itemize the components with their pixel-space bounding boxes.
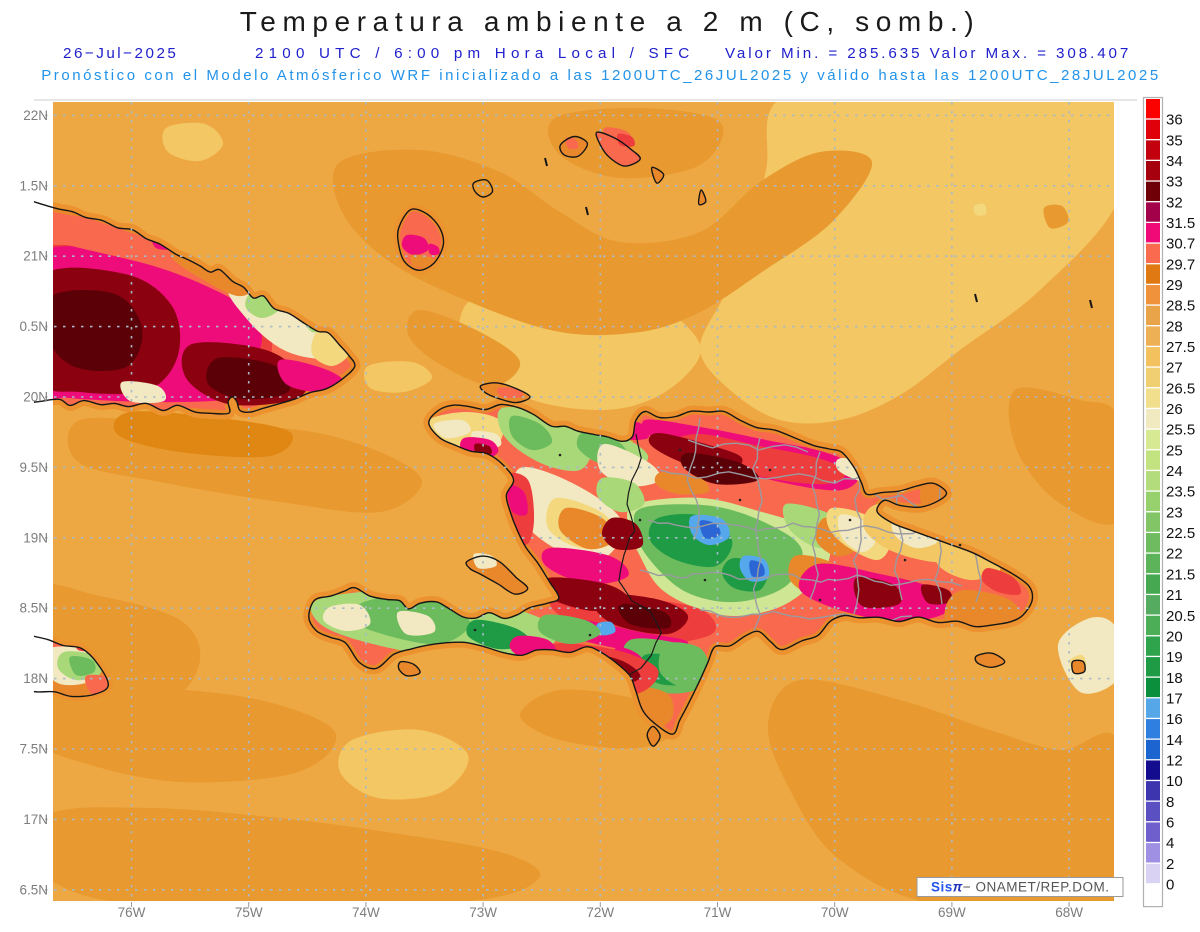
svg-text:20.5: 20.5 — [1166, 608, 1195, 625]
svg-text:2100 UTC / 6:00 pm Hora Local: 2100 UTC / 6:00 pm Hora Local / SFC — [255, 45, 694, 62]
svg-text:69W: 69W — [938, 905, 966, 920]
svg-text:22: 22 — [1166, 546, 1183, 563]
svg-text:19N: 19N — [23, 530, 48, 545]
svg-text:75W: 75W — [235, 905, 263, 920]
svg-text:21N: 21N — [23, 249, 48, 264]
svg-text:68W: 68W — [1055, 905, 1083, 920]
svg-text:23: 23 — [1166, 504, 1183, 521]
svg-text:0: 0 — [1166, 877, 1174, 894]
svg-text:21: 21 — [1166, 587, 1183, 604]
svg-text:8.5N: 8.5N — [19, 601, 48, 616]
svg-text:25: 25 — [1166, 442, 1183, 459]
svg-text:33: 33 — [1166, 174, 1183, 191]
svg-text:32: 32 — [1166, 194, 1183, 211]
svg-text:14: 14 — [1166, 732, 1183, 749]
svg-text:35: 35 — [1166, 132, 1183, 149]
svg-text:23.5: 23.5 — [1166, 484, 1195, 501]
svg-text:74W: 74W — [352, 905, 380, 920]
svg-text:Valor Min. = 285.635 Valor Ma: Valor Min. = 285.635 Valor Max. = 308.40… — [725, 45, 1131, 62]
svg-text:34: 34 — [1166, 153, 1183, 170]
svg-text:6: 6 — [1166, 815, 1174, 832]
svg-text:26−Jul−2025: 26−Jul−2025 — [63, 45, 178, 62]
svg-text:29.7: 29.7 — [1166, 256, 1195, 273]
svg-text:7.5N: 7.5N — [19, 742, 48, 757]
svg-text:17N: 17N — [23, 812, 48, 827]
svg-text:Pronóstico con el Modelo Atmós: Pronóstico con el Modelo Atmósferico WRF… — [41, 67, 1160, 84]
svg-text:20: 20 — [1166, 628, 1183, 645]
svg-text:8: 8 — [1166, 794, 1174, 811]
svg-text:Sisπ− ONAMET/REP.DOM.: Sisπ− ONAMET/REP.DOM. — [931, 880, 1110, 895]
svg-text:70W: 70W — [821, 905, 849, 920]
svg-text:19: 19 — [1166, 649, 1183, 666]
svg-text:1.5N: 1.5N — [19, 178, 48, 193]
svg-text:27.5: 27.5 — [1166, 339, 1195, 356]
svg-text:26.5: 26.5 — [1166, 380, 1195, 397]
svg-text:28.5: 28.5 — [1166, 298, 1195, 315]
svg-text:21.5: 21.5 — [1166, 566, 1195, 583]
svg-text:17: 17 — [1166, 690, 1183, 707]
svg-text:12: 12 — [1166, 752, 1183, 769]
svg-text:28: 28 — [1166, 318, 1183, 335]
svg-text:20N: 20N — [23, 390, 48, 405]
svg-text:27: 27 — [1166, 360, 1183, 377]
svg-text:22N: 22N — [23, 108, 48, 123]
svg-text:24: 24 — [1166, 463, 1183, 480]
svg-text:36: 36 — [1166, 112, 1183, 129]
svg-text:26: 26 — [1166, 401, 1183, 418]
svg-text:25.5: 25.5 — [1166, 422, 1195, 439]
svg-text:73W: 73W — [469, 905, 497, 920]
svg-text:76W: 76W — [118, 905, 146, 920]
svg-text:9.5N: 9.5N — [19, 460, 48, 475]
svg-text:18N: 18N — [23, 671, 48, 686]
svg-text:0.5N: 0.5N — [19, 319, 48, 334]
svg-text:72W: 72W — [586, 905, 614, 920]
svg-text:31.5: 31.5 — [1166, 215, 1195, 232]
svg-text:18: 18 — [1166, 670, 1183, 687]
svg-text:30.7: 30.7 — [1166, 236, 1195, 253]
svg-text:71W: 71W — [704, 905, 732, 920]
svg-text:16: 16 — [1166, 711, 1183, 728]
svg-text:Temperatura ambiente a 2 m (C,: Temperatura ambiente a 2 m (C, somb.) — [240, 6, 981, 37]
svg-text:4: 4 — [1166, 835, 1174, 852]
svg-text:2: 2 — [1166, 856, 1174, 873]
svg-text:22.5: 22.5 — [1166, 525, 1195, 542]
svg-text:6.5N: 6.5N — [19, 882, 48, 897]
svg-text:10: 10 — [1166, 773, 1183, 790]
svg-text:29: 29 — [1166, 277, 1183, 294]
